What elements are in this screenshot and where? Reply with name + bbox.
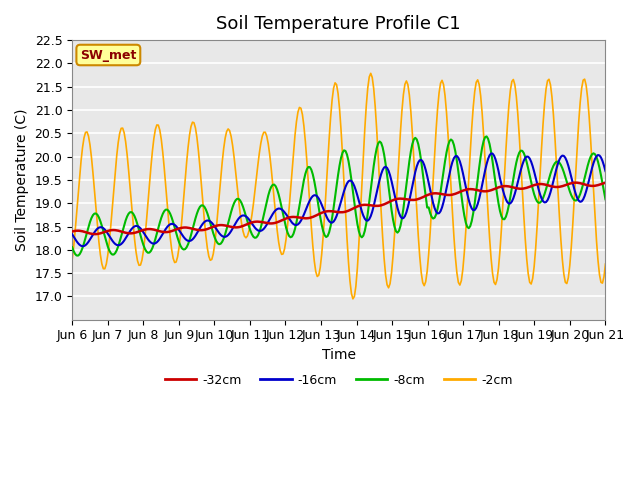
-16cm bbox=[135, 224, 143, 230]
-16cm bbox=[79, 243, 86, 249]
-8cm bbox=[303, 167, 310, 172]
-32cm bbox=[572, 180, 580, 186]
-32cm bbox=[246, 220, 254, 226]
-8cm bbox=[246, 228, 254, 233]
Line: -2cm: -2cm bbox=[72, 73, 605, 299]
-2cm bbox=[301, 139, 309, 144]
-32cm bbox=[68, 228, 76, 234]
-2cm bbox=[245, 228, 253, 234]
-8cm bbox=[135, 227, 143, 233]
-2cm bbox=[68, 257, 76, 263]
-8cm bbox=[575, 195, 582, 201]
-2cm bbox=[602, 261, 609, 267]
-8cm bbox=[228, 204, 236, 210]
-2cm bbox=[367, 71, 374, 76]
-16cm bbox=[487, 151, 495, 156]
-8cm bbox=[255, 229, 263, 235]
-32cm bbox=[575, 180, 582, 186]
-8cm bbox=[602, 196, 609, 202]
Line: -16cm: -16cm bbox=[72, 154, 605, 246]
-16cm bbox=[246, 218, 254, 224]
-16cm bbox=[602, 168, 609, 174]
-32cm bbox=[602, 180, 609, 186]
Legend: -32cm, -16cm, -8cm, -2cm: -32cm, -16cm, -8cm, -2cm bbox=[160, 369, 518, 392]
-32cm bbox=[135, 228, 143, 234]
Text: SW_met: SW_met bbox=[80, 48, 136, 61]
Title: Soil Temperature Profile C1: Soil Temperature Profile C1 bbox=[216, 15, 461, 33]
-8cm bbox=[483, 133, 490, 139]
-16cm bbox=[68, 231, 76, 237]
-2cm bbox=[575, 119, 582, 125]
-2cm bbox=[254, 162, 262, 168]
-32cm bbox=[228, 224, 236, 230]
Line: -8cm: -8cm bbox=[72, 136, 605, 255]
-8cm bbox=[74, 252, 82, 258]
Line: -32cm: -32cm bbox=[72, 183, 605, 234]
-16cm bbox=[575, 198, 582, 204]
-32cm bbox=[303, 216, 310, 221]
X-axis label: Time: Time bbox=[322, 348, 356, 362]
Y-axis label: Soil Temperature (C): Soil Temperature (C) bbox=[15, 108, 29, 251]
-16cm bbox=[255, 228, 263, 234]
-2cm bbox=[134, 258, 141, 264]
-2cm bbox=[349, 296, 356, 302]
-16cm bbox=[228, 226, 236, 231]
-32cm bbox=[255, 219, 263, 225]
-2cm bbox=[227, 133, 235, 139]
-8cm bbox=[68, 244, 76, 250]
-16cm bbox=[303, 204, 310, 210]
-32cm bbox=[91, 231, 99, 237]
